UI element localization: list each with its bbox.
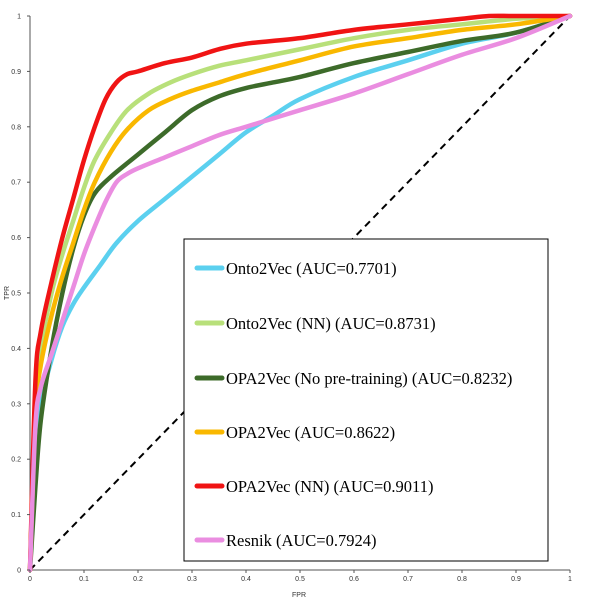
y-tick-label: 0.8 — [11, 124, 21, 131]
x-tick-label: 0.1 — [79, 576, 89, 583]
y-tick-label: 0 — [17, 568, 21, 575]
x-tick-label: 0.4 — [241, 576, 251, 583]
x-tick-label: 0.5 — [295, 576, 305, 583]
x-tick-label: 0.3 — [187, 576, 197, 583]
legend: Onto2Vec (AUC=0.7701) Onto2Vec (NN) (AUC=… — [183, 238, 549, 562]
series-layer — [27, 13, 573, 573]
x-axis-label: FPR — [292, 592, 306, 599]
x-tick-label: 0.6 — [349, 576, 359, 583]
y-tick-label: 0.6 — [11, 235, 21, 242]
legend-entry-opa2vec-nn: OPA2Vec (NN) (AUC=0.9011) — [226, 477, 433, 496]
legend-entry-onto2vec: Onto2Vec (AUC=0.7701) — [226, 259, 397, 278]
legend-entry-opa2vec-no-pretraining: OPA2Vec (No pre-training) (AUC=0.8232) — [226, 369, 512, 388]
y-tick-label: 0.3 — [11, 401, 21, 408]
legend-entry-opa2vec: OPA2Vec (AUC=0.8622) — [226, 423, 395, 442]
y-tick-label: 0.2 — [11, 457, 21, 464]
series-line-onto2vec-nn — [27, 13, 573, 573]
y-axis-label: TPR — [4, 286, 11, 300]
x-tick-label: 0 — [28, 576, 32, 583]
y-tick-label: 1 — [17, 14, 21, 21]
legend-entry-resnik: Resnik (AUC=0.7924) — [226, 531, 376, 550]
y-tick-label: 0.7 — [11, 180, 21, 187]
y-tick-label: 0.9 — [11, 69, 21, 76]
series-line-resnik — [27, 13, 573, 573]
x-tick-label: 0.7 — [403, 576, 413, 583]
x-tick-label: 0.2 — [133, 576, 143, 583]
y-tick-label: 0.4 — [11, 346, 21, 353]
legend-entry-onto2vec-nn: Onto2Vec (NN) (AUC=0.8731) — [226, 314, 436, 333]
x-tick-label: 1 — [568, 576, 572, 583]
series-line-opa2vec — [27, 13, 573, 573]
y-tick-label: 0.1 — [11, 512, 21, 519]
x-tick-label: 0.8 — [457, 576, 467, 583]
y-tick-label: 0.5 — [11, 291, 21, 298]
x-tick-label: 0.9 — [511, 576, 521, 583]
ticks-layer: 0 0.1 0.2 0.3 0.4 0.5 0.6 0.7 0.8 0.9 1 0 0.1 0.2 0.3 0… — [11, 14, 572, 584]
series-line-opa2vec-nn — [27, 13, 573, 573]
legend-box — [183, 238, 549, 562]
